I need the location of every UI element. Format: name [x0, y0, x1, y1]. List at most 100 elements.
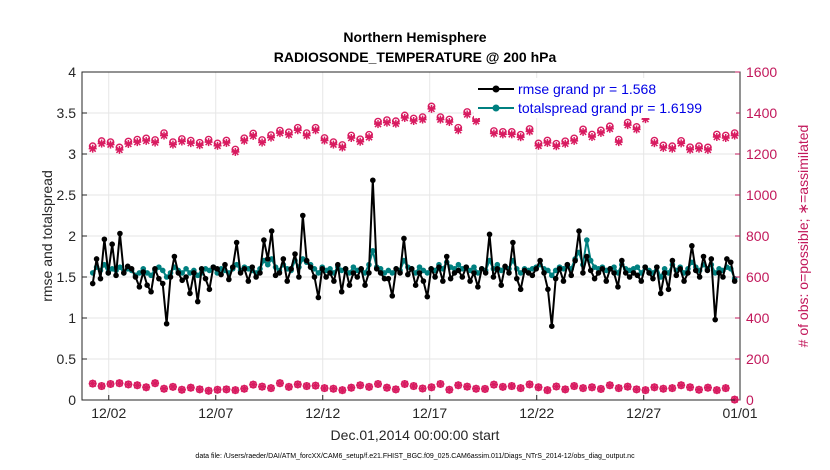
obs-assimilated-marker [231, 147, 240, 156]
obs-assimilated-marker [596, 128, 605, 137]
y-tick-label: 4 [68, 64, 76, 80]
obs-assimilated-marker [677, 139, 686, 148]
rmse-point [183, 274, 189, 280]
rmse-point [510, 239, 516, 246]
rmse-point [626, 274, 633, 280]
obs-assimilated-marker [614, 138, 623, 147]
obs-assimilated-marker [436, 115, 445, 124]
rmse-point [599, 266, 606, 272]
obs-assimilated-marker [463, 110, 472, 119]
y-right-tick-label: 800 [746, 228, 770, 244]
rmse-point [517, 286, 524, 293]
spread-point [712, 270, 718, 276]
obs-assimilated-marker [579, 127, 588, 136]
rmse-point [222, 261, 228, 268]
rmse-point [354, 274, 361, 280]
rmse-point [323, 274, 329, 280]
rmse-point [194, 298, 201, 305]
obs-assimilated-marker [338, 386, 347, 395]
y-tick-label: 1.5 [57, 269, 77, 285]
rmse-point [373, 266, 380, 272]
rmse-point [669, 257, 676, 264]
rmse-point [692, 267, 699, 274]
obs-assimilated-marker [489, 129, 498, 138]
obs-assimilated-marker [400, 113, 409, 122]
obs-assimilated-marker [284, 382, 293, 391]
obs-assimilated-marker [703, 383, 712, 392]
rmse-point [377, 270, 384, 276]
obs-assimilated-marker [650, 383, 659, 392]
obs-assimilated-marker [721, 384, 730, 393]
rmse-point [471, 270, 477, 276]
obs-assimilated-marker [302, 382, 311, 391]
rmse-point [650, 275, 656, 282]
obs-assimilated-marker [623, 121, 632, 130]
obs-assimilated-marker [374, 380, 383, 389]
obs-assimilated-marker [712, 132, 721, 141]
rmse-point [731, 278, 738, 284]
spread-point [634, 264, 641, 270]
obs-assimilated-marker [445, 118, 454, 127]
rmse-point [455, 267, 462, 274]
rmse-point [673, 272, 680, 279]
rmse-point [350, 270, 357, 276]
rmse-point [475, 284, 481, 290]
rmse-point [447, 275, 454, 282]
obs-assimilated-marker [472, 117, 481, 126]
rmse-point [615, 284, 621, 290]
rmse-point [642, 264, 648, 270]
obs-assimilated-marker [168, 382, 177, 391]
obs-assimilated-marker [365, 382, 374, 391]
rmse-point [319, 266, 326, 272]
rmse-point [607, 266, 613, 272]
obs-assimilated-marker [543, 386, 552, 395]
obs-assimilated-marker [329, 384, 338, 393]
obs-assimilated-marker [151, 138, 160, 147]
y-tick-label: 0.5 [57, 351, 77, 367]
rmse-point [424, 293, 431, 300]
rmse-point [136, 284, 143, 290]
rmse-point [436, 264, 442, 270]
obs-assimilated-marker [249, 131, 258, 140]
rmse-point [533, 266, 540, 272]
y-tick-label: 0 [68, 392, 76, 408]
rmse-point [548, 323, 555, 330]
obs-assimilated-marker [133, 381, 142, 390]
obs-assimilated-marker [507, 130, 516, 139]
spread-point [206, 267, 213, 274]
obs-assimilated-marker [543, 138, 552, 147]
spread-point [148, 272, 154, 279]
rmse-point [241, 266, 248, 272]
obs-assimilated-marker [222, 138, 231, 147]
rmse-point [576, 228, 582, 234]
obs-assimilated-marker [213, 385, 222, 394]
spread-point [117, 264, 123, 270]
obs-assimilated-marker [240, 136, 249, 145]
spread-point [389, 270, 396, 276]
rmse-point [171, 253, 178, 260]
y-tick-label: 1 [68, 310, 76, 326]
rmse-point [498, 282, 505, 289]
rmse-point [307, 264, 314, 270]
obs-assimilated-marker [204, 386, 213, 395]
spread-point [584, 237, 590, 243]
obs-assimilated-marker [160, 384, 169, 393]
obs-assimilated-marker [650, 139, 659, 148]
rmse-point [657, 290, 664, 297]
legend-label-spread: totalspread grand pr = 1.6199 [518, 100, 702, 116]
y-right-tick-label: 1200 [746, 146, 777, 162]
rmse-point [331, 278, 337, 284]
rmse-point [685, 270, 691, 276]
y-axis-label-right: # of obs: o=possible; ∗=assimilated [795, 125, 811, 348]
obs-assimilated-marker [605, 124, 614, 133]
rmse-point [261, 237, 267, 243]
obs-assimilated-marker [659, 143, 668, 152]
obs-assimilated-marker [284, 130, 293, 139]
obs-assimilated-marker [525, 380, 534, 389]
rmse-point [191, 270, 197, 276]
obs-assimilated-marker [382, 118, 391, 127]
x-ticks: 12/02 12/07 12/12 12/17 12/22 12/27 01/01 [91, 395, 758, 421]
obs-assimilated-marker [347, 383, 356, 392]
obs-assimilated-marker [311, 381, 320, 390]
obs-assimilated-marker [115, 379, 124, 388]
